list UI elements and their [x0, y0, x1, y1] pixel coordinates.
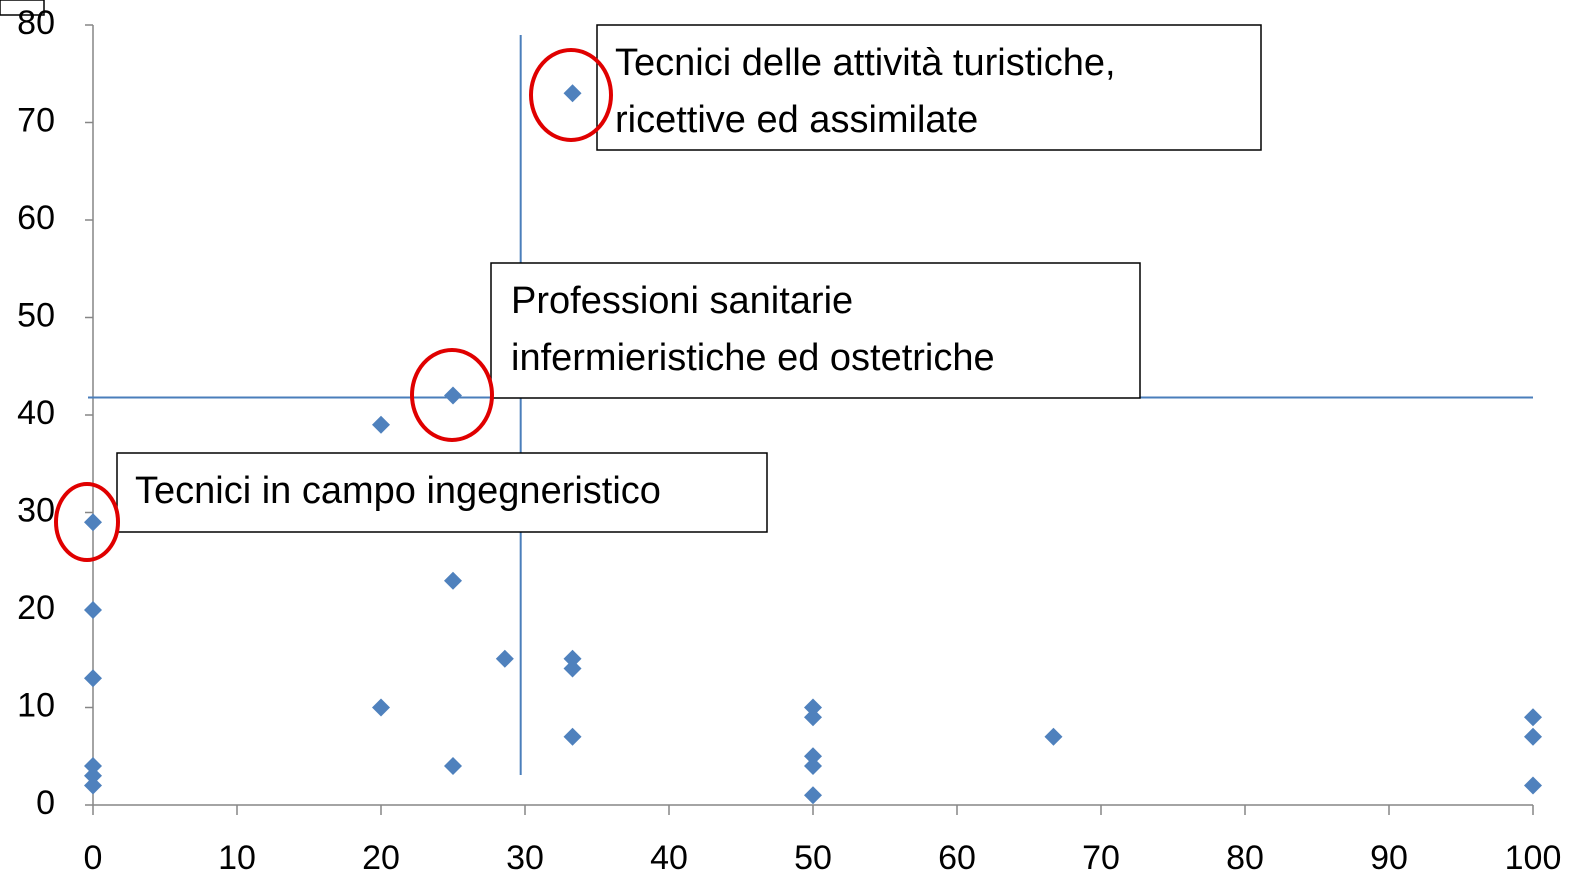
y-tick-label: 10 [17, 686, 55, 724]
point [563, 659, 582, 678]
point [804, 786, 822, 805]
y-tick-label: 20 [17, 589, 55, 627]
point [444, 757, 462, 775]
y-tick-label: 0 [36, 784, 55, 822]
y-tick-label: 80 [17, 4, 55, 42]
y-tick-label: 60 [17, 199, 55, 237]
x-tick-label: 50 [794, 839, 832, 877]
point [1044, 727, 1063, 746]
point [1524, 708, 1542, 727]
point [804, 708, 822, 727]
annotation-text: Tecnici in campo ingegneristico [135, 470, 661, 512]
point [84, 601, 102, 619]
y-tick-label: 40 [17, 394, 55, 432]
point [563, 84, 582, 103]
x-tick-label: 40 [650, 839, 688, 877]
point [84, 757, 102, 775]
x-tick-label: 10 [218, 839, 256, 877]
point [444, 571, 462, 590]
y-tick-label: 30 [17, 491, 55, 529]
x-tick-label: 0 [84, 839, 103, 877]
x-tick-label: 90 [1370, 839, 1408, 877]
point [1524, 776, 1542, 795]
x-tick-label: 70 [1082, 839, 1120, 877]
x-tick-label: 100 [1505, 839, 1562, 877]
x-tick-label: 60 [938, 839, 976, 877]
annotation-text: ricettive ed assimilate [615, 99, 978, 141]
point [84, 669, 102, 688]
highlight-circle [54, 482, 120, 562]
highlight-circle [529, 48, 613, 142]
corner-box [0, 0, 45, 16]
point [804, 747, 822, 766]
highlight-circle [410, 348, 494, 442]
annotation-text: Professioni sanitarie [511, 280, 853, 322]
point [84, 513, 102, 532]
point [444, 386, 462, 405]
y-tick-label: 50 [17, 296, 55, 334]
y-tick-label: 70 [17, 101, 55, 139]
point [84, 766, 102, 785]
annotation-box [596, 24, 1262, 151]
x-tick-label: 80 [1226, 839, 1264, 877]
annotation-box [490, 262, 1141, 399]
point [1524, 727, 1542, 746]
annotation-text: Tecnici delle attività turistiche, [615, 42, 1116, 84]
point [563, 727, 582, 746]
point [372, 698, 390, 717]
annotation-text: infermieristiche ed ostetriche [511, 337, 995, 379]
point [84, 776, 102, 795]
point [495, 649, 514, 668]
point [804, 698, 822, 717]
x-tick-label: 30 [506, 839, 544, 877]
point [804, 757, 822, 775]
annotation-box [116, 452, 768, 533]
x-tick-label: 20 [362, 839, 400, 877]
point [563, 649, 582, 668]
point [372, 415, 390, 434]
